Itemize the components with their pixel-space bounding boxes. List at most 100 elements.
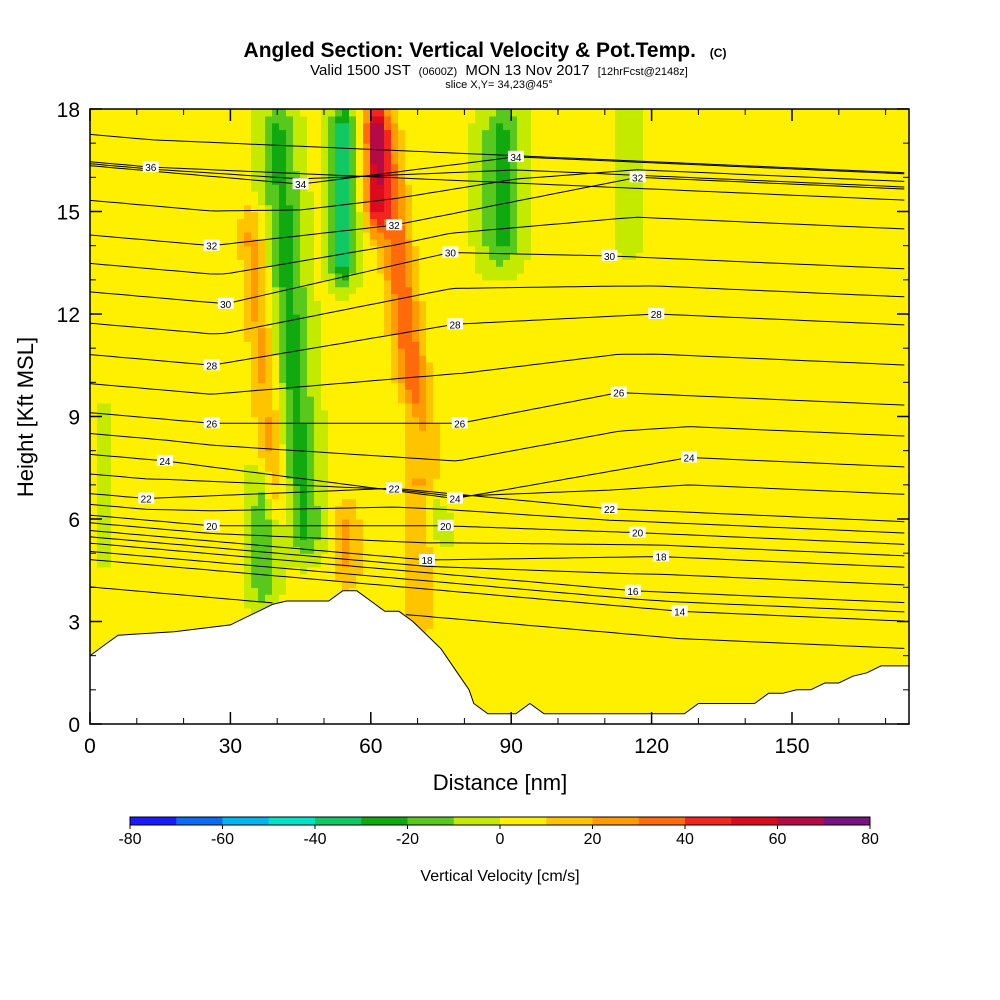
velocity-cell bbox=[370, 539, 378, 547]
velocity-cell bbox=[370, 560, 378, 568]
velocity-cell bbox=[559, 587, 567, 595]
velocity-cell bbox=[601, 491, 609, 500]
velocity-cell bbox=[727, 614, 735, 623]
velocity-cell bbox=[601, 484, 609, 493]
velocity-cell bbox=[489, 512, 497, 520]
velocity-cell bbox=[797, 539, 805, 547]
velocity-cell bbox=[727, 546, 735, 554]
velocity-cell bbox=[97, 539, 105, 547]
velocity-cell bbox=[650, 560, 658, 568]
velocity-cell bbox=[608, 594, 616, 602]
velocity-cell bbox=[146, 457, 154, 465]
velocity-cell bbox=[594, 443, 602, 452]
velocity-cell bbox=[510, 621, 518, 629]
velocity-cell bbox=[545, 539, 553, 547]
velocity-cell bbox=[664, 587, 672, 595]
velocity-cell bbox=[748, 621, 756, 629]
velocity-cell bbox=[524, 546, 532, 554]
velocity-cell bbox=[580, 648, 588, 657]
velocity-cell bbox=[146, 519, 154, 527]
velocity-cell bbox=[762, 676, 770, 684]
velocity-cell bbox=[734, 553, 742, 561]
velocity-cell bbox=[671, 580, 679, 588]
velocity-cell bbox=[335, 491, 343, 500]
velocity-cell bbox=[496, 512, 504, 520]
velocity-cell bbox=[433, 519, 441, 527]
velocity-cell bbox=[419, 464, 427, 472]
velocity-cell bbox=[545, 601, 553, 609]
velocity-cell bbox=[678, 443, 686, 452]
velocity-cell bbox=[559, 669, 567, 677]
velocity-cell bbox=[517, 676, 525, 684]
velocity-cell bbox=[265, 484, 273, 493]
velocity-cell bbox=[895, 457, 903, 465]
velocity-cell bbox=[468, 437, 476, 445]
velocity-cell bbox=[97, 478, 105, 486]
velocity-cell bbox=[531, 642, 539, 650]
velocity-cell bbox=[580, 669, 588, 677]
velocity-cell bbox=[741, 566, 749, 575]
velocity-cell bbox=[300, 546, 308, 554]
velocity-cell bbox=[104, 614, 112, 623]
velocity-cell bbox=[629, 601, 637, 609]
velocity-cell bbox=[195, 457, 203, 465]
velocity-cell bbox=[776, 498, 784, 506]
velocity-cell bbox=[363, 450, 371, 459]
velocity-cell bbox=[657, 437, 665, 445]
velocity-cell bbox=[769, 662, 777, 670]
velocity-cell bbox=[734, 614, 742, 623]
velocity-cell bbox=[587, 525, 595, 534]
velocity-cell bbox=[734, 478, 742, 486]
velocity-cell bbox=[181, 437, 189, 445]
velocity-cell bbox=[776, 443, 784, 452]
velocity-cell bbox=[566, 491, 574, 500]
velocity-cell bbox=[118, 484, 126, 493]
velocity-cell bbox=[517, 566, 525, 575]
velocity-cell bbox=[356, 457, 364, 465]
velocity-cell bbox=[552, 696, 560, 705]
velocity-cell bbox=[230, 498, 238, 506]
velocity-cell bbox=[370, 573, 378, 582]
velocity-cell bbox=[601, 443, 609, 452]
velocity-cell bbox=[699, 669, 707, 677]
velocity-cell bbox=[629, 539, 637, 547]
velocity-cell bbox=[657, 566, 665, 575]
velocity-cell bbox=[181, 594, 189, 602]
velocity-cell bbox=[664, 635, 672, 643]
velocity-cell bbox=[762, 519, 770, 527]
velocity-cell bbox=[223, 525, 231, 534]
velocity-cell bbox=[629, 703, 637, 711]
velocity-cell bbox=[517, 683, 525, 691]
velocity-cell bbox=[573, 553, 581, 561]
velocity-cell bbox=[860, 635, 868, 643]
velocity-cell bbox=[797, 655, 805, 664]
velocity-cell bbox=[776, 642, 784, 650]
velocity-cell bbox=[524, 573, 532, 582]
velocity-cell bbox=[608, 601, 616, 609]
velocity-cell bbox=[657, 689, 665, 698]
velocity-cell bbox=[244, 594, 252, 602]
velocity-cell bbox=[321, 443, 329, 452]
velocity-cell bbox=[132, 437, 140, 445]
velocity-cell bbox=[832, 607, 840, 616]
velocity-cell bbox=[216, 519, 224, 527]
velocity-cell bbox=[713, 662, 721, 670]
velocity-cell bbox=[167, 484, 175, 493]
velocity-cell bbox=[335, 437, 343, 445]
velocity-cell bbox=[566, 478, 574, 486]
velocity-cell bbox=[657, 601, 665, 609]
velocity-cell bbox=[636, 478, 644, 486]
velocity-cell bbox=[531, 573, 539, 582]
velocity-cell bbox=[265, 498, 273, 506]
velocity-cell bbox=[447, 532, 455, 541]
velocity-cell bbox=[783, 450, 791, 459]
velocity-cell bbox=[559, 532, 567, 541]
velocity-cell bbox=[405, 430, 413, 438]
velocity-cell bbox=[566, 669, 574, 677]
velocity-cell bbox=[216, 437, 224, 445]
velocity-cell bbox=[510, 498, 518, 506]
velocity-cell bbox=[839, 676, 847, 684]
velocity-cell bbox=[825, 580, 833, 588]
velocity-cell bbox=[377, 519, 385, 527]
velocity-cell bbox=[643, 505, 651, 513]
